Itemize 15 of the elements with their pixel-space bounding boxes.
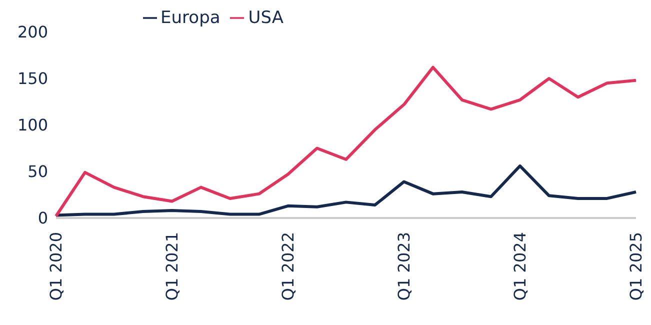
legend-label: Europa: [160, 8, 220, 28]
x-tick-label: Q1 2020: [46, 232, 66, 301]
y-tick-label: 200: [17, 22, 48, 42]
x-tick-label: Q1 2024: [510, 232, 530, 301]
x-tick-label: Q1 2025: [626, 232, 646, 301]
y-tick-label: 50: [28, 162, 48, 182]
y-tick-label: 100: [17, 116, 48, 135]
line-series: [54, 66, 638, 218]
y-tick-label: 150: [17, 69, 48, 88]
x-tick-label: Q1 2022: [278, 232, 298, 301]
x-tick-label: Q1 2023: [394, 232, 414, 301]
legend-label: USA: [248, 8, 284, 28]
y-tick-label: 0: [38, 208, 48, 228]
line-series: [54, 164, 638, 217]
x-tick-label: Q1 2021: [162, 232, 182, 301]
